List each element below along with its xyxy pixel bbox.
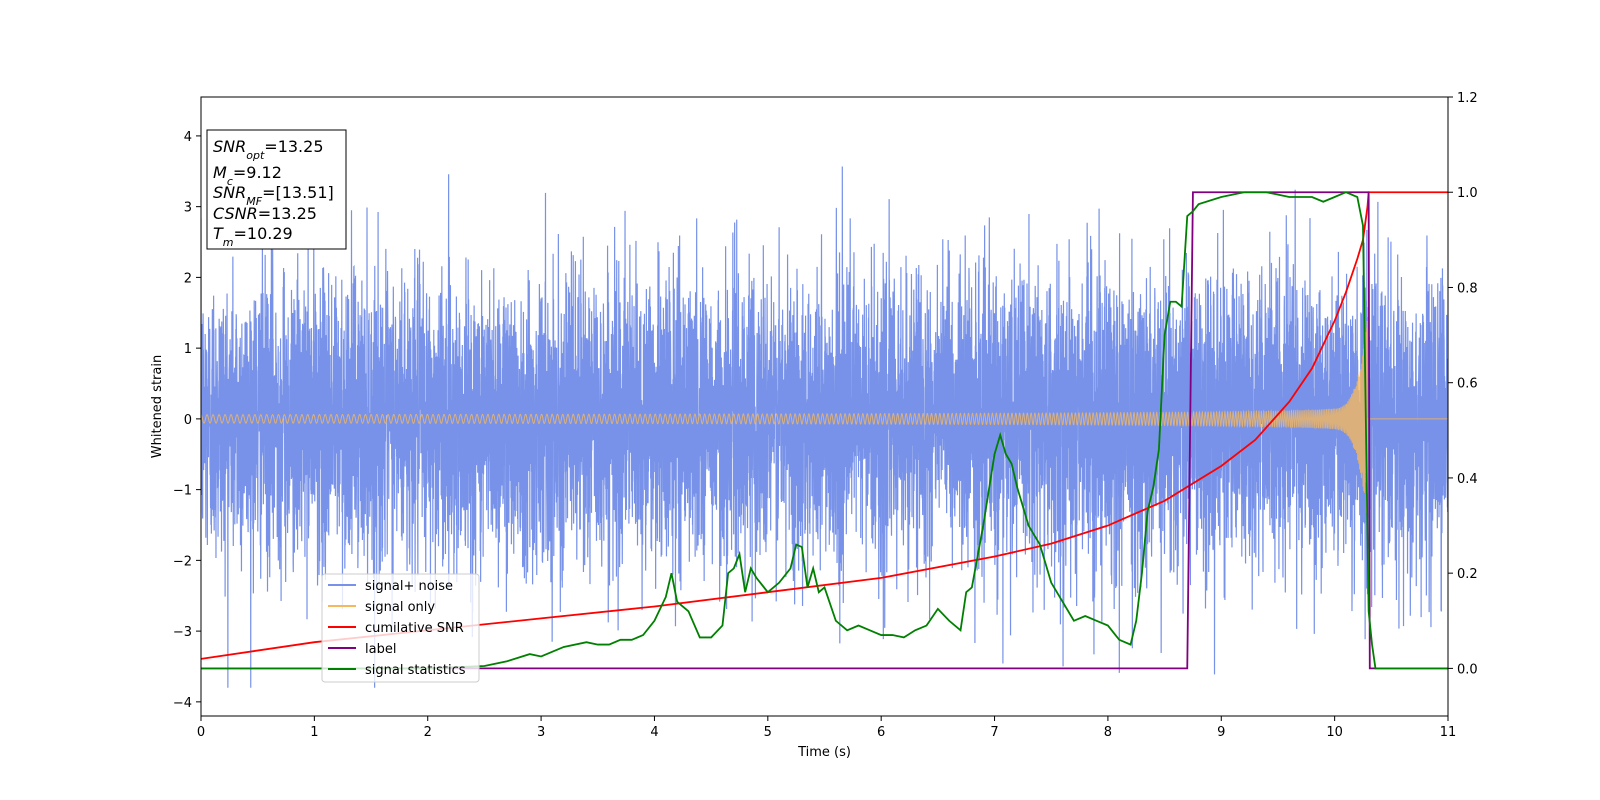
x-tick-label: 2: [424, 725, 432, 740]
series-group: [201, 166, 1448, 688]
y-tick-label-right: 0.6: [1457, 377, 1478, 392]
x-tick-label: 6: [877, 725, 885, 740]
legend-entry: signal+ noise: [365, 579, 453, 594]
x-tick-label: 5: [764, 725, 772, 740]
info-line: Mc=9.12: [213, 163, 282, 188]
y-tick-label-left: −4: [173, 696, 192, 711]
y-tick-label-left: 3: [184, 201, 192, 216]
series-cumulative-snr: [201, 191, 1448, 660]
legend-entry: label: [365, 642, 396, 657]
axes-frame: [200, 96, 1449, 717]
legend: signal+ noise signal only cumilative SNR la…: [321, 573, 480, 683]
info-box-frame: [206, 129, 347, 250]
y-tick-label-right: 0.8: [1457, 281, 1478, 296]
series-signal-noise: [201, 166, 1448, 688]
y-tick-label-left: 2: [184, 271, 192, 286]
info-box: SNRopt=13.25Mc=9.12SNRMF=[13.51]CSNR=13.…: [206, 129, 347, 250]
info-line: CSNR=13.25: [213, 204, 317, 223]
y-tick-label-left: −1: [173, 484, 192, 499]
info-line: SNRopt=13.25: [213, 137, 324, 162]
y-tick-label-left: −2: [173, 554, 192, 569]
series-signal-statistics: [201, 191, 1448, 670]
y-tick-label-right: 0.0: [1457, 662, 1478, 677]
x-tick-label: 3: [537, 725, 545, 740]
x-tick-label: 8: [1104, 725, 1112, 740]
axes: 0 1 2 3 4 5 6 7 8 9 10 11 −4 −3 −2 −1 0 1 2 3 4 0.0 0.2 0.4 0.6 0…: [150, 91, 1478, 760]
x-axis-label: Time (s): [797, 745, 851, 760]
x-tick-label: 10: [1326, 725, 1343, 740]
y-tick-label-right: 1.0: [1457, 186, 1478, 201]
x-tick-label: 1: [310, 725, 318, 740]
info-line: SNRMF=[13.51]: [213, 183, 334, 208]
legend-entry: cumilative SNR: [365, 621, 464, 636]
y-axis-label: Whitened strain: [150, 355, 165, 458]
y-tick-label-right: 1.2: [1457, 91, 1478, 106]
legend-entry: signal only: [365, 600, 435, 615]
y-tick-label-left: 0: [184, 413, 192, 428]
legend-frame: [321, 573, 480, 683]
plot-area: [201, 166, 1448, 688]
x-tick-label: 11: [1440, 725, 1457, 740]
legend-entry: signal statistics: [365, 663, 466, 678]
info-line: Tm=10.29: [213, 224, 293, 249]
x-tick-label: 9: [1217, 725, 1225, 740]
series-signal-only: [201, 321, 1448, 513]
y-tick-label-right: 0.2: [1457, 567, 1478, 582]
y-tick-label-right: 0.4: [1457, 472, 1478, 487]
y-tick-label-left: 4: [184, 130, 192, 145]
x-tick-label: 4: [650, 725, 658, 740]
y-tick-label-left: 1: [184, 342, 192, 357]
y-tick-label-left: −3: [173, 625, 192, 640]
x-tick-label: 7: [990, 725, 998, 740]
x-tick-label: 0: [197, 725, 205, 740]
